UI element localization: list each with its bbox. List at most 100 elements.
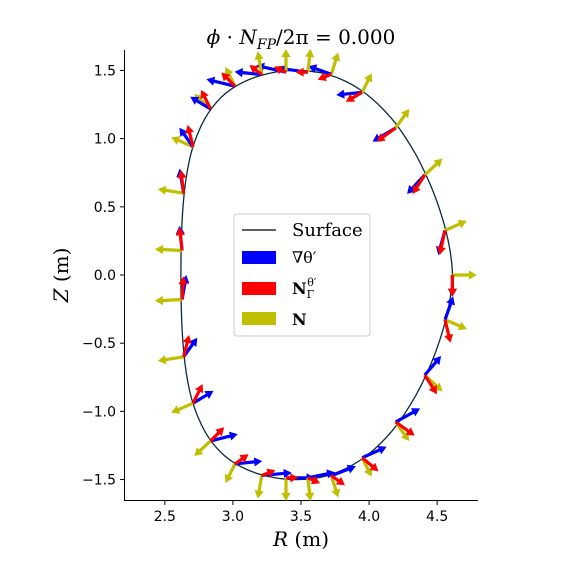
ngamma-arrow: [307, 475, 321, 485]
ngamma-arrow: [394, 420, 415, 436]
normal-arrow: [171, 401, 194, 414]
y-tick-label: 0.5: [94, 200, 116, 216]
x-tick-label: 4.0: [358, 509, 380, 525]
ngamma-arrow: [345, 90, 363, 102]
normal-arrow: [171, 136, 194, 149]
normal-arrow: [224, 67, 237, 87]
title-dot: ·: [220, 25, 239, 49]
ngamma-arrow: [185, 125, 195, 148]
y-tick-label: −1.5: [82, 473, 116, 489]
ngamma-arrow: [412, 174, 427, 194]
ngamma-arrow: [330, 474, 345, 486]
legend-ngamma-swatch: [242, 282, 276, 295]
ngamma-arrow: [191, 384, 204, 404]
legend-grad-theta-label: ∇θ′: [292, 248, 317, 267]
ngamma-arrow: [286, 473, 299, 483]
normal-arrow: [452, 270, 477, 280]
ngamma-arrow: [182, 335, 192, 358]
normal-arrow: [305, 477, 315, 501]
ngamma-arrow: [317, 72, 332, 81]
legend-ngamma-sup: θ′: [307, 276, 317, 289]
ngamma-arrow: [443, 319, 454, 343]
ngamma-arrow: [436, 230, 447, 255]
normal-arrow: [254, 51, 264, 75]
normal-arrow: [154, 295, 183, 306]
grad-theta-arrow: [361, 445, 387, 460]
x-axis-var: R: [272, 527, 288, 551]
x-axis-unit: (m): [288, 527, 329, 551]
x-tick-label: 3.0: [222, 509, 244, 525]
title-n: N: [238, 25, 258, 49]
grad-theta-arrow: [423, 356, 442, 377]
ngamma-arrow: [221, 72, 237, 88]
grad-theta-arrow: [210, 431, 238, 443]
ngamma-arrow: [209, 427, 225, 443]
ngamma-arrow: [376, 126, 397, 142]
y-axis-var: Z: [49, 287, 73, 303]
ngamma-arrow: [177, 170, 187, 194]
title-phi: ϕ: [207, 25, 221, 49]
ngamma-arrow: [175, 227, 185, 251]
grad-theta-arrow: [190, 96, 212, 111]
normal-arrow: [329, 475, 341, 498]
y-axis-unit: (m): [49, 248, 73, 289]
ticks-layer: 2.5 3.0 3.5 4.0 4.5 −1.5 −1.0 −0.5 0.0 0.5 1.0 1.5: [82, 63, 448, 525]
ngamma-arrow: [261, 468, 276, 478]
normal-arrow: [329, 52, 341, 75]
normal-arrow: [360, 73, 373, 93]
ngamma-arrow: [234, 454, 249, 466]
grad-theta-arrow: [206, 76, 236, 88]
grad-theta-arrow: [336, 89, 363, 99]
ngamma-arrow: [423, 374, 437, 395]
y-tick-label: 0.0: [94, 268, 116, 284]
normal-arrow: [281, 49, 291, 73]
normal-arrow: [157, 185, 184, 195]
normal-arrow: [444, 318, 467, 331]
ngamma-arrow: [249, 65, 263, 76]
normal-arrow: [305, 49, 315, 73]
ngamma-arrow: [200, 90, 212, 110]
normal-arrow: [360, 457, 373, 477]
y-tick-label: 1.0: [94, 132, 116, 148]
ngamma-arrow: [295, 67, 308, 77]
surface-layer: [180, 69, 454, 481]
chart-title: ϕ · NFP/2π = 0.000: [207, 25, 396, 53]
ngamma-arrow: [178, 276, 188, 300]
legend-grad-theta-swatch: [242, 251, 276, 264]
normal-arrow: [394, 421, 410, 442]
normal-arrow: [194, 439, 212, 456]
legend-surface-label: Surface: [292, 220, 363, 241]
ngamma-arrow: [447, 275, 457, 297]
arrows-layer: [154, 49, 477, 501]
x-tick-label: 3.5: [290, 509, 312, 525]
normal-arrow: [154, 244, 183, 255]
ngamma-arrow: [273, 65, 287, 75]
grad-theta-arrow: [234, 457, 263, 467]
legend-ngamma-base: N: [292, 279, 307, 298]
legend-frame: [233, 213, 371, 337]
title-rest: /2π = 0.000: [276, 25, 395, 49]
normal-arrow: [394, 108, 410, 129]
grad-theta-arrow: [308, 64, 332, 76]
surface-line: [180, 69, 454, 481]
normal-arrow: [224, 463, 237, 483]
grad-theta-arrow: [330, 464, 356, 478]
grad-theta-arrow: [234, 68, 262, 78]
x-axis-title: R (m): [272, 527, 329, 551]
legend: Surface ∇θ′ NΓθ′ N: [233, 213, 371, 337]
title-subscript: FP: [256, 37, 277, 53]
y-tick-label: −1.0: [82, 404, 116, 420]
x-tick-label: 4.5: [426, 509, 448, 525]
normal-arrow: [157, 355, 184, 365]
grad-theta-arrow: [192, 390, 214, 405]
legend-ngamma-sub: Γ: [307, 288, 315, 301]
grad-theta-arrow: [394, 408, 421, 424]
legend-n-label: N: [292, 310, 307, 329]
ngamma-arrow: [361, 456, 379, 472]
y-tick-label: 1.5: [94, 63, 116, 79]
legend-n-swatch: [242, 312, 276, 325]
grad-theta-arrow: [443, 296, 455, 321]
y-tick-label: −0.5: [82, 336, 116, 352]
x-tick-label: 2.5: [154, 509, 176, 525]
